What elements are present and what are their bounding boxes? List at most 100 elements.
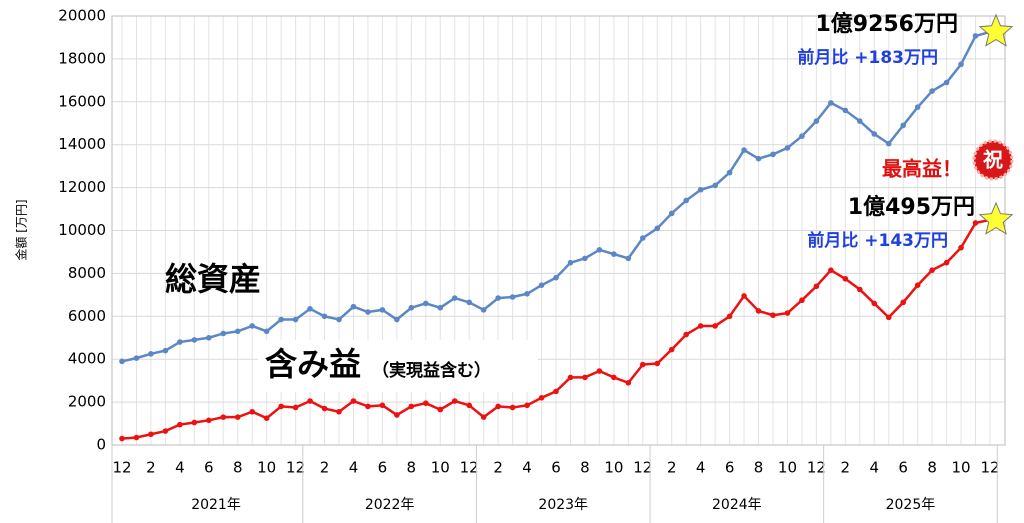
point bbox=[712, 323, 718, 329]
y-tick-label: 12000 bbox=[58, 178, 106, 196]
point bbox=[972, 33, 979, 39]
y-tick-label: 14000 bbox=[58, 135, 106, 153]
year-label: 2025年 bbox=[886, 497, 936, 513]
y-tick-label: 6000 bbox=[68, 307, 106, 325]
point bbox=[220, 414, 227, 420]
point bbox=[654, 360, 661, 367]
annotation: 前月比 +183万円 bbox=[797, 47, 938, 68]
point bbox=[755, 155, 762, 162]
point bbox=[596, 247, 603, 253]
point bbox=[654, 225, 661, 232]
point bbox=[943, 79, 950, 86]
x-tick-label: 12 bbox=[112, 459, 131, 477]
point bbox=[668, 210, 675, 217]
point bbox=[611, 374, 617, 381]
point bbox=[625, 379, 632, 386]
point bbox=[726, 313, 733, 320]
point bbox=[712, 182, 718, 189]
y-tick-label: 16000 bbox=[58, 92, 106, 110]
point bbox=[524, 290, 530, 297]
point bbox=[929, 88, 935, 94]
point bbox=[321, 405, 328, 412]
point bbox=[770, 312, 776, 319]
point bbox=[466, 402, 473, 409]
point bbox=[509, 404, 516, 411]
point bbox=[553, 274, 559, 281]
year-label: 2022年 bbox=[365, 497, 415, 513]
point bbox=[697, 323, 704, 329]
point bbox=[148, 431, 154, 438]
x-tick-label: 10 bbox=[604, 459, 623, 477]
point bbox=[726, 169, 733, 176]
point bbox=[741, 147, 747, 153]
x-tick-label: 4 bbox=[349, 459, 359, 477]
point bbox=[177, 421, 183, 428]
point bbox=[828, 100, 834, 106]
point bbox=[885, 140, 892, 147]
point bbox=[423, 400, 429, 406]
point bbox=[249, 323, 255, 329]
x-tick-label: 10 bbox=[778, 459, 797, 477]
point bbox=[119, 435, 125, 442]
x-tick-label: 6 bbox=[551, 459, 561, 477]
badge bbox=[972, 139, 1014, 181]
point bbox=[741, 293, 747, 299]
x-tick-label: 10 bbox=[431, 459, 450, 477]
point bbox=[813, 118, 820, 124]
point bbox=[336, 316, 342, 323]
point bbox=[770, 151, 776, 158]
point bbox=[466, 299, 473, 306]
point bbox=[582, 374, 588, 381]
point bbox=[495, 403, 501, 410]
point bbox=[842, 275, 849, 282]
point bbox=[480, 307, 487, 313]
point bbox=[958, 61, 964, 68]
point bbox=[914, 282, 921, 288]
year-label: 2024年 bbox=[712, 497, 762, 513]
y-tick-label: 10000 bbox=[58, 221, 106, 239]
x-tick-label: 8 bbox=[927, 459, 937, 477]
x-tick-label: 10 bbox=[257, 459, 276, 477]
point bbox=[842, 107, 849, 114]
point bbox=[509, 294, 516, 300]
y-tick-label: 2000 bbox=[68, 393, 106, 411]
x-tick-label: 12 bbox=[286, 459, 305, 477]
point bbox=[972, 220, 979, 226]
point bbox=[249, 408, 255, 415]
annotation: 前月比 +143万円 bbox=[807, 230, 948, 251]
x-tick-label: 4 bbox=[869, 459, 879, 477]
series-note: （実現益含む） bbox=[372, 360, 491, 381]
annotation: 祝 bbox=[983, 148, 1003, 172]
point bbox=[437, 406, 444, 413]
point bbox=[611, 251, 617, 257]
point bbox=[133, 434, 140, 441]
point bbox=[799, 297, 805, 304]
point bbox=[234, 328, 241, 335]
point bbox=[307, 305, 313, 312]
point bbox=[755, 308, 762, 314]
point bbox=[423, 300, 429, 307]
point bbox=[292, 404, 299, 411]
x-tick-label: 8 bbox=[580, 459, 590, 477]
point bbox=[857, 286, 863, 293]
point bbox=[582, 255, 588, 262]
point bbox=[625, 255, 632, 262]
point bbox=[828, 267, 834, 273]
point bbox=[480, 414, 487, 420]
point bbox=[148, 351, 154, 357]
point bbox=[162, 347, 169, 354]
x-tick-label: 8 bbox=[407, 459, 417, 477]
point bbox=[567, 259, 574, 266]
annotation: 1億9256万円 bbox=[815, 11, 958, 37]
point bbox=[683, 197, 689, 204]
point bbox=[379, 307, 386, 313]
point bbox=[408, 403, 415, 410]
x-tick-label: 2 bbox=[146, 459, 156, 477]
point bbox=[553, 388, 559, 395]
point bbox=[640, 361, 646, 368]
point bbox=[292, 316, 299, 323]
point bbox=[119, 358, 125, 365]
point bbox=[350, 303, 357, 310]
point bbox=[596, 368, 603, 374]
point bbox=[350, 398, 357, 404]
